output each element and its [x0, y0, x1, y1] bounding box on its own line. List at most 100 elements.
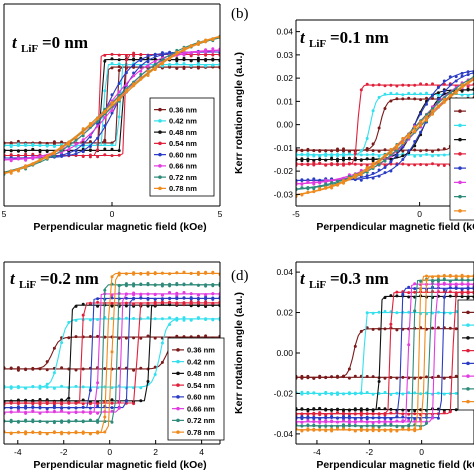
- data-point: [300, 424, 304, 428]
- data-point: [383, 413, 387, 417]
- data-point: [442, 295, 446, 299]
- data-point: [407, 149, 411, 153]
- data-point: [448, 410, 452, 414]
- data-point: [318, 149, 322, 153]
- data-point: [88, 406, 92, 410]
- legend-marker: [158, 119, 162, 123]
- data-point: [45, 420, 49, 424]
- data-point: [442, 89, 446, 93]
- data-point: [38, 430, 42, 434]
- data-point: [436, 86, 440, 89]
- data-point: [16, 407, 20, 411]
- data-point: [175, 297, 179, 301]
- data-point: [377, 416, 381, 420]
- data-point: [9, 149, 13, 153]
- data-point: [74, 149, 78, 153]
- data-point: [300, 186, 304, 190]
- data-point: [146, 296, 150, 300]
- data-point: [31, 431, 35, 434]
- data-point: [103, 140, 107, 144]
- data-point: [204, 57, 208, 61]
- data-point: [389, 147, 393, 151]
- legend-marker: [458, 194, 462, 199]
- data-point: [103, 288, 107, 292]
- data-point: [413, 154, 417, 158]
- data-point: [377, 420, 381, 424]
- data-point: [81, 419, 85, 423]
- data-point: [365, 157, 369, 161]
- data-point: [371, 165, 375, 169]
- legend-marker: [176, 418, 180, 423]
- data-point: [389, 83, 393, 87]
- data-point: [67, 396, 71, 400]
- data-point: [353, 417, 357, 421]
- data-point: [365, 424, 369, 428]
- data-point: [324, 158, 328, 162]
- data-point: [38, 158, 42, 162]
- data-point: [347, 162, 351, 166]
- data-point: [347, 412, 351, 416]
- data-point: [306, 428, 310, 432]
- data-point: [117, 62, 121, 66]
- data-point: [146, 380, 150, 383]
- data-point: [336, 179, 339, 183]
- data-point: [413, 309, 417, 313]
- legend-entry: 0.54 nm: [169, 139, 197, 148]
- data-point: [74, 138, 78, 142]
- data-point: [460, 85, 464, 89]
- data-point: [139, 53, 143, 57]
- data-point: [67, 148, 71, 152]
- legend-entry: 0.42 nm: [187, 357, 215, 366]
- data-point: [110, 401, 114, 405]
- panel-c: -4 -2 0 2 4 Perpendicular magnetic field (kOe…: [3, 261, 225, 471]
- data-point: [74, 406, 78, 410]
- data-point: [204, 38, 208, 42]
- data-point: [189, 335, 193, 339]
- legend-marker: [466, 348, 470, 353]
- data-point: [389, 169, 393, 173]
- data-point: [175, 301, 179, 305]
- data-point: [407, 295, 411, 299]
- panel-title: t LiF =0 nm: [12, 33, 88, 55]
- data-point: [371, 159, 375, 163]
- data-point: [460, 74, 464, 78]
- title-value: =0.1 nm: [330, 28, 389, 47]
- data-point: [110, 66, 114, 70]
- data-point: [336, 407, 339, 411]
- data-point: [448, 326, 452, 330]
- data-point: [211, 317, 215, 321]
- data-point: [103, 335, 107, 339]
- data-point: [401, 415, 405, 419]
- data-point: [9, 401, 13, 405]
- data-point: [365, 391, 369, 394]
- series-1: [296, 326, 474, 380]
- data-point: [431, 82, 434, 86]
- data-point: [110, 93, 114, 97]
- data-point: [425, 375, 428, 379]
- data-point: [448, 311, 452, 315]
- data-point: [347, 421, 351, 425]
- data-point: [318, 392, 322, 396]
- data-point: [413, 412, 417, 416]
- data-point: [436, 391, 440, 395]
- data-point: [324, 408, 328, 412]
- data-point: [413, 97, 417, 101]
- data-point: [419, 163, 423, 166]
- data-point: [330, 154, 334, 158]
- data-point: [182, 301, 186, 305]
- data-point: [160, 301, 164, 305]
- data-point: [383, 92, 387, 96]
- data-point: [401, 83, 405, 87]
- data-point: [117, 115, 121, 119]
- data-point: [330, 156, 334, 160]
- data-point: [330, 412, 334, 416]
- data-point: [383, 296, 387, 300]
- data-point: [330, 419, 334, 423]
- legend-entry: 0.66 nm: [187, 404, 215, 413]
- data-point: [389, 99, 393, 103]
- data-point: [306, 180, 310, 184]
- series-line: [296, 287, 474, 419]
- data-point: [204, 271, 208, 275]
- data-point: [407, 135, 411, 139]
- series-7: [4, 282, 220, 425]
